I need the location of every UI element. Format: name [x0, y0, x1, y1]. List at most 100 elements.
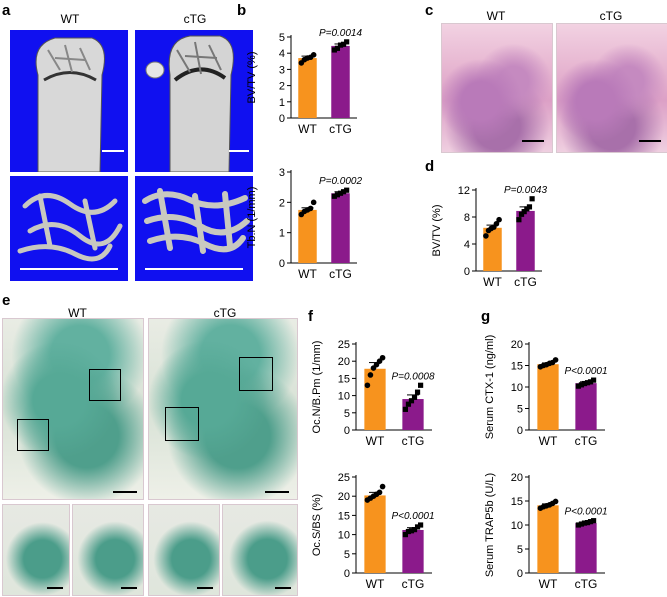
y-tick-label: 12 [458, 185, 470, 197]
panel-e-ctg-label: cTG [213, 306, 237, 320]
data-point [379, 483, 386, 490]
y-tick-label: 15 [511, 361, 523, 373]
x-tick-label: cTG [329, 267, 352, 281]
bar-wt [364, 368, 386, 430]
y-axis-label: Oc.S/BS (%) [311, 494, 323, 556]
panel-label-b: b [237, 2, 247, 19]
x-tick-label: cTG [575, 434, 598, 448]
y-tick-label: 0 [517, 568, 523, 580]
y-tick-label: 1 [279, 97, 285, 109]
y-tick-label: 0 [344, 568, 350, 580]
y-tick-label: 10 [511, 382, 523, 394]
zoom-box [89, 369, 121, 401]
y-tick-label: 25 [338, 339, 350, 351]
data-point [587, 519, 594, 525]
y-axis-label: Serum TRAP5b (U/L) [484, 473, 496, 577]
data-point [379, 354, 386, 361]
data-point [411, 394, 418, 400]
data-point [405, 401, 412, 407]
y-tick-label: 0 [344, 425, 350, 437]
data-point [367, 372, 374, 378]
y-tick-label: 0 [279, 258, 285, 270]
data-point [483, 233, 489, 239]
data-point [591, 518, 597, 524]
scale-bar [121, 587, 137, 589]
data-point [493, 220, 500, 227]
y-tick-label: 5 [517, 404, 523, 416]
y-tick-label: 4 [279, 48, 285, 60]
he-stain-wt-image [441, 23, 553, 153]
trap-stain-wt-image [2, 318, 144, 500]
bar-chart-ocs-bs: Oc.S/BS (%) 0 5 10 15 20 25 WT cTG P<0.0001 [311, 472, 435, 591]
y-tick-label: 20 [511, 339, 523, 351]
y-tick-label: 5 [344, 408, 350, 420]
bar-chart-bvtv-microct: BV/TV (%) 0 1 2 3 4 5 WT cTG P=0.0014 [246, 28, 363, 136]
y-tick-label: 20 [338, 356, 350, 368]
data-point [516, 217, 522, 223]
data-point [575, 522, 581, 528]
femur-render-wt [35, 37, 124, 173]
y-axis-label: Serum CTX-1 (ng/ml) [484, 335, 496, 440]
trabecular-render-wt [17, 193, 123, 270]
microct-wt-femur [10, 30, 128, 173]
data-point [587, 379, 594, 385]
y-tick-label: 20 [511, 472, 523, 484]
data-point [529, 196, 535, 202]
panel-label-g: g [481, 308, 491, 325]
y-tick-label: 15 [338, 510, 350, 522]
microct-ctg-trabecular [135, 176, 253, 281]
data-point [584, 380, 591, 386]
data-point [521, 209, 527, 215]
bar-wt [483, 227, 502, 271]
data-point [337, 190, 344, 196]
data-point [414, 524, 421, 530]
x-tick-label: WT [298, 267, 317, 281]
data-point [418, 522, 424, 528]
bar-wt [364, 495, 386, 573]
p-value-label: P=0.0014 [319, 28, 363, 39]
x-tick-label: cTG [402, 434, 425, 448]
bar-wt [537, 364, 559, 430]
data-point [364, 382, 371, 389]
y-tick-label: 10 [338, 391, 350, 403]
data-point [344, 39, 350, 45]
bar-ctg [575, 383, 597, 430]
data-point [310, 52, 317, 58]
y-tick-label: 2 [279, 197, 285, 209]
data-point [310, 199, 317, 206]
x-tick-label: WT [298, 122, 317, 136]
data-point [344, 187, 350, 193]
femur-render-ctg [145, 35, 249, 173]
y-tick-label: 5 [344, 549, 350, 561]
y-axis-label: Oc.N/B.Pm (1/mm) [311, 341, 323, 434]
data-point [578, 521, 585, 527]
y-tick-label: 1 [279, 228, 285, 240]
data-point [552, 498, 559, 505]
y-axis-label: BV/TV (%) [246, 52, 258, 104]
data-point [591, 377, 597, 383]
scale-bar [275, 587, 291, 589]
data-point [340, 41, 347, 47]
bar-chart-bvtv-histo: BV/TV (%) 0 4 8 12 WT cTG P=0.0043 [431, 185, 547, 289]
x-tick-label: WT [366, 434, 385, 448]
scale-bar [522, 140, 544, 142]
bar-chart-ocn-bpm: Oc.N/B.Pm (1/mm) 0 5 10 15 20 25 WT cTG P=0.0008 [311, 339, 435, 448]
trap-zoom-ctg-2 [222, 504, 298, 596]
data-point [414, 389, 421, 395]
bar-ctg [331, 45, 350, 118]
panel-c-wt-label: WT [486, 9, 506, 23]
data-point [337, 42, 344, 48]
y-tick-label: 25 [338, 472, 350, 484]
y-tick-label: 8 [464, 212, 470, 224]
bar-chart-tbn: Tb.N (1/mm) 0 1 2 3 WT cTG P=0.0002 [246, 167, 362, 281]
y-tick-label: 20 [338, 491, 350, 503]
bar-chart-trap5b: Serum TRAP5b (U/L) 0 5 10 15 20 WT cTG P<0.0001 [484, 472, 608, 591]
p-value-label: P<0.0001 [391, 511, 434, 522]
data-point [408, 528, 415, 534]
data-point [518, 211, 525, 217]
panel-c-ctg-label: cTG [599, 9, 623, 23]
trap-zoom-wt-1 [2, 504, 70, 596]
data-point [581, 520, 588, 526]
y-tick-label: 5 [517, 544, 523, 556]
data-point [496, 216, 502, 223]
